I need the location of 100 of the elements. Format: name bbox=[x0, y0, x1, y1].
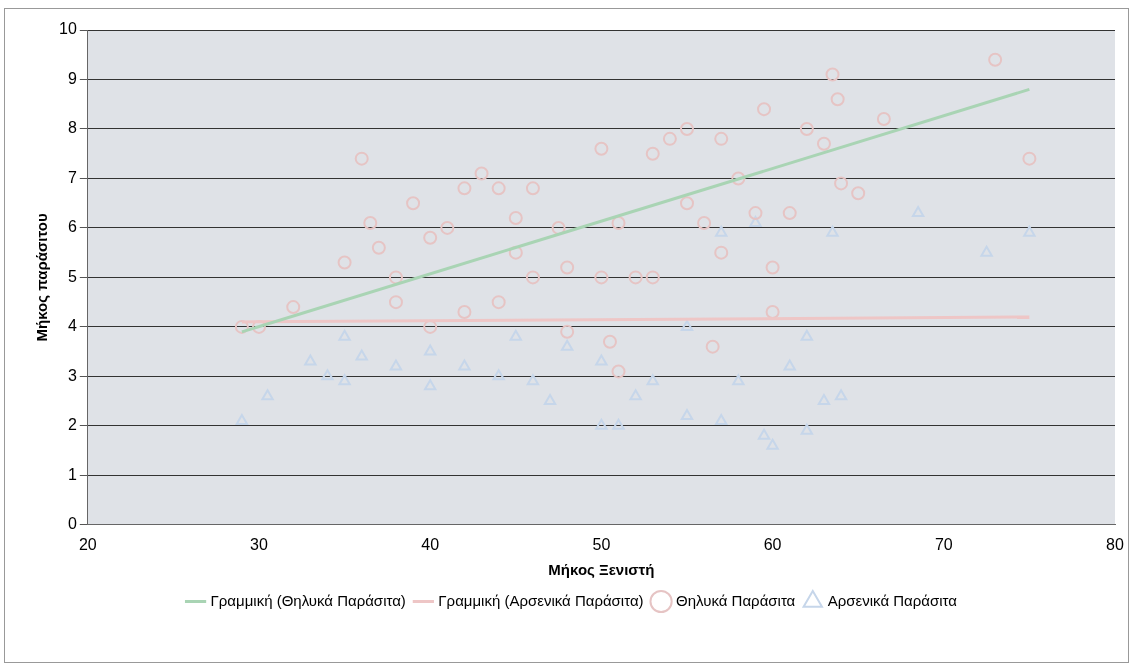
point bbox=[440, 220, 455, 235]
y-tick-label: 8 bbox=[67, 119, 77, 137]
point bbox=[371, 240, 386, 255]
point bbox=[286, 300, 301, 315]
point bbox=[715, 225, 728, 237]
point bbox=[680, 121, 694, 136]
x-tick-label: 60 bbox=[763, 535, 782, 553]
point bbox=[749, 215, 762, 227]
point bbox=[491, 295, 506, 310]
point bbox=[765, 260, 780, 275]
point bbox=[612, 418, 625, 430]
point bbox=[800, 329, 814, 341]
point bbox=[876, 112, 891, 127]
point bbox=[732, 374, 745, 386]
x-tick-label: 80 bbox=[1106, 535, 1124, 553]
legend-label: Θηλυκά Παράσιτα bbox=[676, 591, 796, 609]
point bbox=[980, 245, 993, 257]
point bbox=[594, 141, 609, 156]
point bbox=[645, 270, 660, 285]
point bbox=[492, 369, 505, 381]
y-tick-label: 4 bbox=[67, 317, 77, 335]
point bbox=[525, 270, 540, 285]
point bbox=[602, 334, 617, 349]
y-tick-label: 2 bbox=[67, 416, 77, 434]
point bbox=[457, 305, 472, 320]
point bbox=[757, 102, 772, 117]
point bbox=[680, 196, 694, 211]
point bbox=[834, 389, 848, 401]
legend-label: Γραμμική (Θηλυκά Παράσιτα) bbox=[210, 591, 406, 609]
point bbox=[423, 230, 438, 245]
point bbox=[757, 428, 771, 440]
point bbox=[628, 270, 643, 285]
point bbox=[508, 211, 523, 226]
point bbox=[355, 349, 368, 361]
point bbox=[560, 339, 574, 351]
point bbox=[354, 151, 369, 166]
point bbox=[525, 181, 540, 196]
y-tick-label: 0 bbox=[67, 515, 77, 533]
x-tick-label: 40 bbox=[421, 535, 440, 553]
point bbox=[338, 374, 351, 386]
point bbox=[406, 196, 421, 211]
point bbox=[748, 206, 763, 221]
point bbox=[611, 215, 626, 230]
point bbox=[474, 166, 489, 181]
point bbox=[783, 359, 796, 371]
point bbox=[509, 329, 522, 341]
point bbox=[491, 181, 506, 196]
point bbox=[1023, 225, 1036, 237]
point bbox=[782, 206, 797, 221]
point bbox=[799, 121, 814, 136]
legend-label: Αρσενικά Παράσιτα bbox=[827, 591, 958, 609]
point bbox=[830, 92, 845, 107]
point bbox=[611, 364, 626, 379]
point bbox=[337, 255, 352, 270]
point bbox=[388, 270, 403, 285]
point bbox=[389, 359, 403, 371]
x-tick-label: 70 bbox=[934, 535, 953, 553]
point bbox=[458, 359, 471, 371]
point bbox=[234, 319, 249, 334]
point bbox=[645, 146, 660, 161]
x-tick-label: 50 bbox=[592, 535, 611, 553]
point bbox=[595, 354, 608, 366]
point bbox=[594, 270, 609, 285]
point bbox=[714, 131, 729, 146]
point bbox=[817, 394, 831, 406]
point bbox=[988, 52, 1003, 67]
point bbox=[543, 394, 557, 406]
point bbox=[424, 379, 437, 391]
point bbox=[457, 181, 472, 196]
point bbox=[388, 295, 403, 310]
point bbox=[646, 374, 659, 386]
y-axis-title: Μήκος παράσιτου bbox=[33, 213, 51, 342]
point bbox=[551, 220, 566, 235]
point bbox=[705, 339, 720, 354]
y-tick-label: 7 bbox=[67, 168, 77, 186]
point bbox=[765, 305, 780, 320]
y-tick-label: 6 bbox=[67, 218, 77, 236]
point bbox=[662, 131, 677, 146]
point bbox=[321, 369, 334, 381]
point bbox=[825, 67, 840, 82]
point bbox=[338, 329, 351, 341]
point bbox=[731, 171, 746, 186]
point bbox=[680, 408, 694, 420]
point bbox=[261, 389, 274, 401]
point bbox=[508, 245, 523, 260]
x-tick-label: 20 bbox=[78, 535, 97, 553]
point bbox=[363, 215, 378, 230]
point bbox=[697, 215, 712, 230]
point bbox=[911, 206, 925, 218]
x-axis-title: Μήκος Ξενιστή bbox=[548, 561, 655, 579]
y-tick-label: 3 bbox=[67, 366, 77, 384]
point bbox=[851, 186, 866, 201]
point bbox=[304, 354, 317, 366]
point bbox=[800, 423, 814, 435]
point bbox=[680, 319, 694, 331]
point bbox=[715, 413, 728, 425]
point bbox=[766, 438, 779, 450]
y-tick-label: 10 bbox=[59, 20, 77, 38]
legend-label: Γραμμική (Αρσενικά Παράσιτα) bbox=[438, 591, 644, 609]
point bbox=[714, 245, 729, 260]
